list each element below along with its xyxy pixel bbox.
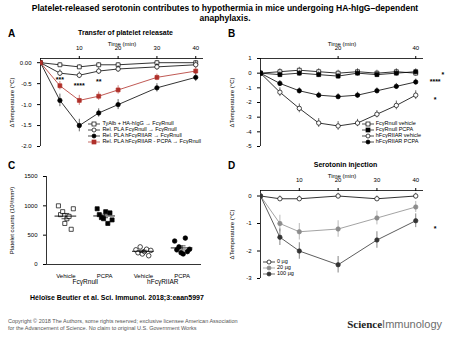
svg-text:**: **	[96, 78, 102, 85]
svg-text:****: ****	[430, 78, 441, 85]
svg-text:Time (min): Time (min)	[328, 41, 356, 47]
svg-text:1500: 1500	[24, 173, 38, 179]
svg-text:*: *	[434, 96, 437, 103]
html-text:FcγRnull vehicle: FcγRnull vehicle	[375, 120, 416, 126]
svg-text:Vehicle: Vehicle	[133, 272, 154, 279]
html-text:100 µg: 100 µg	[277, 270, 294, 276]
svg-text:-2: -2	[246, 248, 252, 254]
svg-text:Platelet counts (10³/mm³): Platelet counts (10³/mm³)	[9, 187, 15, 254]
html-text:20 µg: 20 µg	[277, 264, 291, 270]
svg-text:-2: -2	[246, 99, 252, 105]
html-text:Serotonin injection: Serotonin injection	[313, 161, 378, 168]
html-text:Rel. PLA hFcγRIIAR → FcγRnull: Rel. PLA hFcγRIIAR → FcγRnull	[102, 132, 182, 138]
html-text:TyAlb + HA-hIgG → FcγRnull: TyAlb + HA-hIgG → FcγRnull	[102, 120, 174, 126]
svg-text:40: 40	[412, 45, 419, 51]
svg-text:-4: -4	[246, 129, 252, 135]
svg-text:40: 40	[412, 177, 419, 183]
svg-text:0: 0	[34, 261, 38, 267]
svg-text:-3: -3	[246, 114, 252, 120]
svg-text:10: 10	[76, 45, 83, 51]
svg-text:-1.0: -1.0	[21, 102, 32, 108]
html-text:hFcγRIIAR PCPA: hFcγRIIAR PCPA	[375, 138, 419, 144]
html-text:Rel. PLA FcγRnull → FcγRnull: Rel. PLA FcγRnull → FcγRnull	[102, 126, 177, 132]
svg-text:0.00: 0.00	[20, 60, 32, 66]
html-text:Science Immunology: Science Immunology	[347, 318, 442, 330]
svg-text:20: 20	[334, 44, 342, 51]
svg-text:-0.5: -0.5	[21, 81, 32, 87]
svg-text:-1.5: -1.5	[21, 122, 32, 128]
svg-text:Time (min): Time (min)	[328, 173, 356, 179]
svg-text:1: 1	[248, 55, 252, 61]
svg-text:*: *	[434, 225, 437, 232]
html-text:C: C	[8, 160, 16, 171]
svg-text:20: 20	[114, 44, 122, 51]
svg-text:40: 40	[192, 45, 199, 51]
svg-text:20: 20	[334, 176, 342, 183]
html-text:0 µg: 0 µg	[277, 258, 288, 264]
svg-text:-1: -1	[246, 85, 252, 91]
html-text:Transfer of platelet releasate: Transfer of platelet releasate	[78, 29, 173, 36]
html-text:D: D	[228, 160, 236, 171]
svg-text:10: 10	[296, 177, 303, 183]
svg-text:***: ***	[56, 76, 64, 83]
svg-text:1000: 1000	[24, 203, 38, 209]
svg-text:PCPA: PCPA	[97, 273, 113, 279]
html-text:B: B	[228, 28, 236, 39]
svg-text:Vehicle: Vehicle	[56, 272, 76, 279]
svg-text:0: 0	[248, 193, 252, 199]
svg-text:-3: -3	[246, 275, 252, 281]
html-text:A: A	[8, 28, 16, 39]
svg-text:500: 500	[27, 232, 38, 238]
svg-text:****: ****	[74, 82, 85, 89]
html-text:Héloïse Beutier et al. Sci. Im: Héloïse Beutier et al. Sci. Immunol. 201…	[30, 294, 204, 301]
html-text:Platelet-released serotonin co: Platelet-released serotonin contributes …	[31, 3, 419, 23]
svg-text:ΔTemperature (°C): ΔTemperature (°C)	[229, 209, 235, 259]
html-text:hFcγRIIAR vehicle: hFcγRIIAR vehicle	[375, 132, 421, 138]
svg-text:PCPA: PCPA	[174, 272, 191, 279]
svg-text:30: 30	[154, 45, 161, 51]
svg-text:*: *	[442, 71, 445, 78]
svg-text:Time (min): Time (min)	[108, 41, 136, 47]
svg-text:FcγRnull: FcγRnull	[73, 278, 99, 286]
svg-text:hFcγRIIAR: hFcγRIIAR	[147, 278, 179, 286]
html-text:Rel. PLA hFcγRIIAR - PCPA → Fc: Rel. PLA hFcγRIIAR - PCPA → FcγRnull	[102, 138, 201, 144]
svg-text:-5: -5	[246, 143, 252, 149]
svg-text:-2.0: -2.0	[21, 143, 32, 149]
svg-text:-1: -1	[246, 220, 252, 226]
html-text:FcγRnull PCPA: FcγRnull PCPA	[375, 126, 414, 132]
svg-text:0: 0	[248, 70, 252, 76]
svg-text:ΔTemperature (°C): ΔTemperature (°C)	[229, 77, 235, 127]
html-text:Copyright © 2018 The Authors,: Copyright © 2018 The Authors, some right…	[8, 318, 238, 331]
svg-text:ΔTemperature (°C): ΔTemperature (°C)	[9, 77, 15, 127]
svg-text:30: 30	[374, 177, 381, 183]
